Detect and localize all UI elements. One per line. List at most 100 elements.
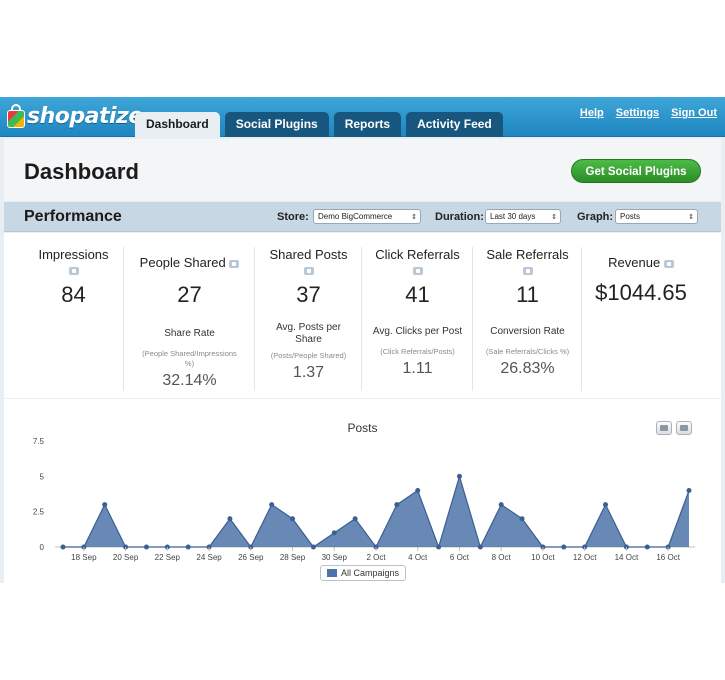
print-icon[interactable] [656,421,672,435]
stat-label-text: People Shared [139,255,226,270]
data-point [102,502,108,508]
x-tick-label: 28 Sep [280,553,306,562]
x-tick-label: 12 Oct [573,553,597,562]
tab-dashboard[interactable]: Dashboard [135,112,220,137]
sign-out-link[interactable]: Sign Out [671,107,717,119]
y-tick-label: 7.5 [33,437,45,446]
stat-rate: 1.37 [292,364,325,381]
x-tick-label: 18 Sep [71,553,97,562]
graph-select-value: Posts [620,212,641,221]
download-icon[interactable] [676,421,692,435]
x-tick-label: 8 Oct [492,553,512,562]
graph-label: Graph: [577,211,614,223]
stat-label: Click Referrals [375,247,460,262]
graph-select[interactable]: Posts ⇕ [615,209,698,224]
stat-sub-label: Conversion Rate [490,326,565,337]
stat-click-referrals: Click Referrals 41 Avg. Clicks per Post … [363,247,473,391]
data-point [394,502,400,508]
stat-sub-label: Share Rate [164,328,215,339]
info-icon[interactable] [522,266,533,275]
stat-sub-label: Avg. Clicks per Post [372,326,463,337]
data-point [227,516,233,522]
data-point [519,516,525,522]
help-link[interactable]: Help [579,107,604,119]
data-point [143,544,149,550]
legend-swatch [327,569,337,577]
stat-label: Sale Referrals [486,247,569,262]
data-point [415,487,421,493]
x-tick-label: 10 Oct [531,553,555,562]
data-point [60,544,66,550]
tab-reports[interactable]: Reports [333,112,402,137]
stat-label: Revenue [583,255,699,270]
info-icon[interactable] [229,259,240,268]
store-label: Store: [277,211,309,223]
stat-value: 84 [61,282,86,307]
x-tick-label: 30 Sep [322,553,348,562]
brand-name: shopatize [27,103,143,129]
stat-formula: (People Shared/Impressions %) [142,349,237,368]
select-arrows-icon: ⇕ [688,214,694,221]
x-tick-label: 4 Oct [408,553,428,562]
stat-value: 41 [405,282,430,307]
data-point [561,544,567,550]
data-point [269,502,275,508]
stat-value: 27 [177,282,202,307]
stat-value: 11 [516,282,539,307]
chart-legend[interactable]: All Campaigns [320,565,407,581]
account-links: Help Settings Sign Out [580,107,717,119]
store-select[interactable]: Demo BigCommerce ⇕ [313,209,421,224]
data-point [352,516,358,522]
page-header: Dashboard Get Social Plugins [4,139,721,201]
stat-formula: (Posts/People Shared) [270,351,347,360]
stat-label-text: Revenue [608,255,661,270]
x-tick-label: 16 Oct [656,553,680,562]
data-point [310,544,316,550]
stat-sale-referrals: Sale Referrals 11 Conversion Rate (Sale … [474,247,582,391]
store-select-value: Demo BigCommerce [318,212,393,221]
performance-toolbar: Performance Store: Demo BigCommerce ⇕ Du… [4,202,721,232]
select-arrows-icon: ⇕ [551,214,557,221]
data-point [456,473,462,479]
app-window: shopatize Dashboard Social Plugins Repor… [0,97,725,583]
data-point [644,544,650,550]
y-tick-label: 5 [40,472,45,481]
info-icon[interactable] [68,266,79,275]
tab-activity-feed[interactable]: Activity Feed [406,112,503,137]
info-icon[interactable] [412,266,423,275]
info-icon[interactable] [303,266,314,275]
stat-value: $1044.65 [595,280,687,305]
x-tick-label: 14 Oct [615,553,639,562]
select-arrows-icon: ⇕ [411,214,417,221]
data-point [603,502,609,508]
legend-label: All Campaigns [341,568,400,578]
get-social-plugins-button[interactable]: Get Social Plugins [571,159,701,183]
main-tabs: Dashboard Social Plugins Reports Activit… [135,112,503,137]
data-point [686,487,692,493]
brand-logo[interactable]: shopatize [6,101,143,131]
x-tick-label: 6 Oct [450,553,470,562]
data-point [436,544,442,550]
posts-chart-panel: 0 2.5 5 7.5 18 Sep 20 Sep 22 Sep 24 Sep 26 Sep 28… [4,399,721,583]
top-navigation-bar: shopatize Dashboard Social Plugins Repor… [0,97,725,137]
settings-link[interactable]: Settings [615,107,660,119]
x-tick-label: 26 Sep [238,553,264,562]
stat-sub-label: Avg. Posts per Share [276,322,341,345]
stat-value: 37 [296,282,321,307]
x-tick-label: 22 Sep [155,553,181,562]
info-icon[interactable] [663,259,674,268]
chart-title: Posts [347,421,378,435]
stat-rate: 26.83% [500,360,555,377]
data-point [290,516,296,522]
stat-formula: (Sale Referrals/Clicks %) [485,347,570,356]
data-point [477,544,483,550]
stat-label: People Shared [125,255,254,270]
stat-impressions: Impressions 84 [24,247,124,391]
series-area [63,476,689,547]
duration-select[interactable]: Last 30 days ⇕ [485,209,561,224]
data-point [185,544,191,550]
tab-social-plugins[interactable]: Social Plugins [224,112,329,137]
stat-rate: 1.11 [402,360,433,377]
y-tick-label: 0 [40,543,45,552]
stat-revenue: Revenue $1044.65 [583,247,699,391]
